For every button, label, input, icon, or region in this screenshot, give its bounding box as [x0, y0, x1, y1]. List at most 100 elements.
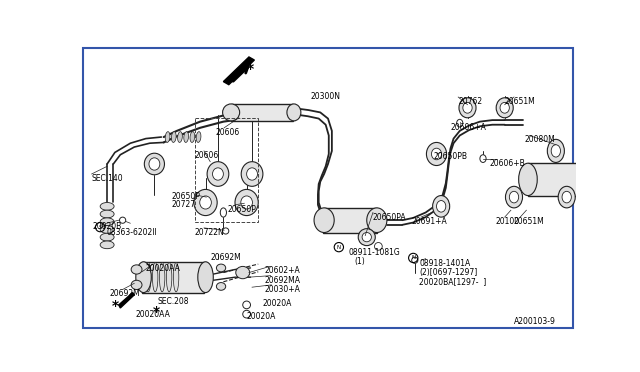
Ellipse shape — [223, 228, 229, 234]
Ellipse shape — [100, 241, 114, 249]
Ellipse shape — [547, 140, 564, 163]
Ellipse shape — [518, 163, 537, 196]
Ellipse shape — [431, 148, 442, 160]
Text: 20606+B: 20606+B — [489, 158, 525, 168]
Ellipse shape — [558, 186, 575, 208]
Ellipse shape — [100, 233, 114, 241]
Ellipse shape — [287, 104, 301, 121]
Ellipse shape — [184, 132, 189, 142]
Ellipse shape — [196, 132, 201, 142]
Text: 20650P: 20650P — [227, 205, 256, 214]
Text: S: S — [99, 225, 102, 230]
Text: 20080M: 20080M — [524, 135, 555, 144]
Text: *: * — [247, 62, 254, 76]
Ellipse shape — [551, 145, 561, 157]
Text: 20650PA: 20650PA — [373, 212, 406, 221]
Ellipse shape — [433, 196, 450, 217]
Text: 20020AA: 20020AA — [136, 310, 171, 319]
Ellipse shape — [500, 102, 509, 113]
Ellipse shape — [131, 280, 142, 289]
Text: 20606+A: 20606+A — [451, 123, 486, 132]
Ellipse shape — [509, 191, 518, 203]
Ellipse shape — [212, 168, 223, 180]
Ellipse shape — [100, 210, 114, 218]
Text: SEC.208: SEC.208 — [157, 297, 189, 306]
Text: 20722N: 20722N — [195, 228, 225, 237]
Ellipse shape — [166, 263, 172, 292]
Text: 20020A: 20020A — [262, 299, 291, 308]
Ellipse shape — [207, 162, 229, 186]
Text: 20692MA: 20692MA — [264, 276, 300, 285]
Ellipse shape — [235, 189, 259, 216]
Ellipse shape — [582, 163, 601, 196]
Ellipse shape — [562, 191, 572, 203]
Ellipse shape — [223, 104, 239, 121]
Ellipse shape — [436, 201, 446, 212]
Ellipse shape — [100, 225, 114, 233]
Ellipse shape — [100, 218, 114, 225]
Text: (1): (1) — [355, 257, 365, 266]
Polygon shape — [223, 57, 254, 85]
Ellipse shape — [506, 186, 522, 208]
Ellipse shape — [314, 208, 334, 232]
Ellipse shape — [457, 119, 463, 127]
Bar — [528, 163, 590, 196]
Text: 20300N: 20300N — [311, 92, 341, 102]
Ellipse shape — [216, 264, 226, 272]
Ellipse shape — [426, 142, 447, 166]
Ellipse shape — [198, 262, 213, 293]
Text: 20691+A: 20691+A — [412, 217, 447, 226]
Text: 20651M: 20651M — [505, 97, 536, 106]
Text: 20602+A: 20602+A — [264, 266, 300, 275]
Ellipse shape — [463, 102, 472, 113]
Text: 08918-1401A: 08918-1401A — [419, 259, 470, 268]
Text: 20692M: 20692M — [109, 289, 140, 298]
Ellipse shape — [374, 243, 382, 250]
Ellipse shape — [358, 229, 375, 246]
Ellipse shape — [243, 301, 250, 309]
Ellipse shape — [200, 196, 211, 209]
Text: 20692M: 20692M — [210, 253, 241, 262]
Polygon shape — [119, 293, 134, 308]
Text: 20650PB: 20650PB — [433, 153, 467, 161]
Bar — [231, 104, 293, 121]
Ellipse shape — [120, 217, 125, 223]
Text: N: N — [411, 256, 415, 260]
Ellipse shape — [172, 132, 176, 142]
Ellipse shape — [243, 310, 250, 318]
Text: 20020B: 20020B — [92, 222, 122, 231]
Ellipse shape — [178, 132, 182, 142]
Text: 20650P: 20650P — [172, 192, 200, 202]
Text: 20606: 20606 — [216, 128, 240, 137]
Text: 20030+A: 20030+A — [264, 285, 300, 294]
Ellipse shape — [598, 169, 610, 190]
Text: 20727: 20727 — [172, 200, 196, 209]
Text: (2)[0697-1297]: (2)[0697-1297] — [419, 268, 477, 277]
Ellipse shape — [412, 257, 418, 263]
Bar — [195, 118, 259, 222]
Text: 20606: 20606 — [195, 151, 219, 160]
Ellipse shape — [165, 132, 170, 142]
Bar — [142, 262, 204, 293]
Ellipse shape — [362, 232, 371, 242]
Ellipse shape — [241, 162, 263, 186]
Ellipse shape — [145, 263, 151, 292]
Text: 20762: 20762 — [458, 97, 483, 106]
Ellipse shape — [145, 153, 164, 175]
Ellipse shape — [159, 263, 165, 292]
Text: 20020BA[1297-  ]: 20020BA[1297- ] — [419, 277, 486, 286]
Bar — [323, 208, 377, 232]
Text: 20020A: 20020A — [246, 312, 276, 321]
Ellipse shape — [480, 155, 486, 163]
Ellipse shape — [216, 283, 226, 290]
Ellipse shape — [459, 98, 476, 118]
Ellipse shape — [367, 208, 387, 232]
Text: A200103-9: A200103-9 — [514, 317, 556, 326]
Ellipse shape — [220, 208, 227, 217]
Ellipse shape — [152, 263, 158, 292]
Text: 20020AA: 20020AA — [146, 264, 180, 273]
Ellipse shape — [173, 263, 179, 292]
Text: *: * — [152, 305, 159, 319]
Text: 08911-1081G: 08911-1081G — [348, 248, 400, 257]
Ellipse shape — [241, 196, 252, 209]
